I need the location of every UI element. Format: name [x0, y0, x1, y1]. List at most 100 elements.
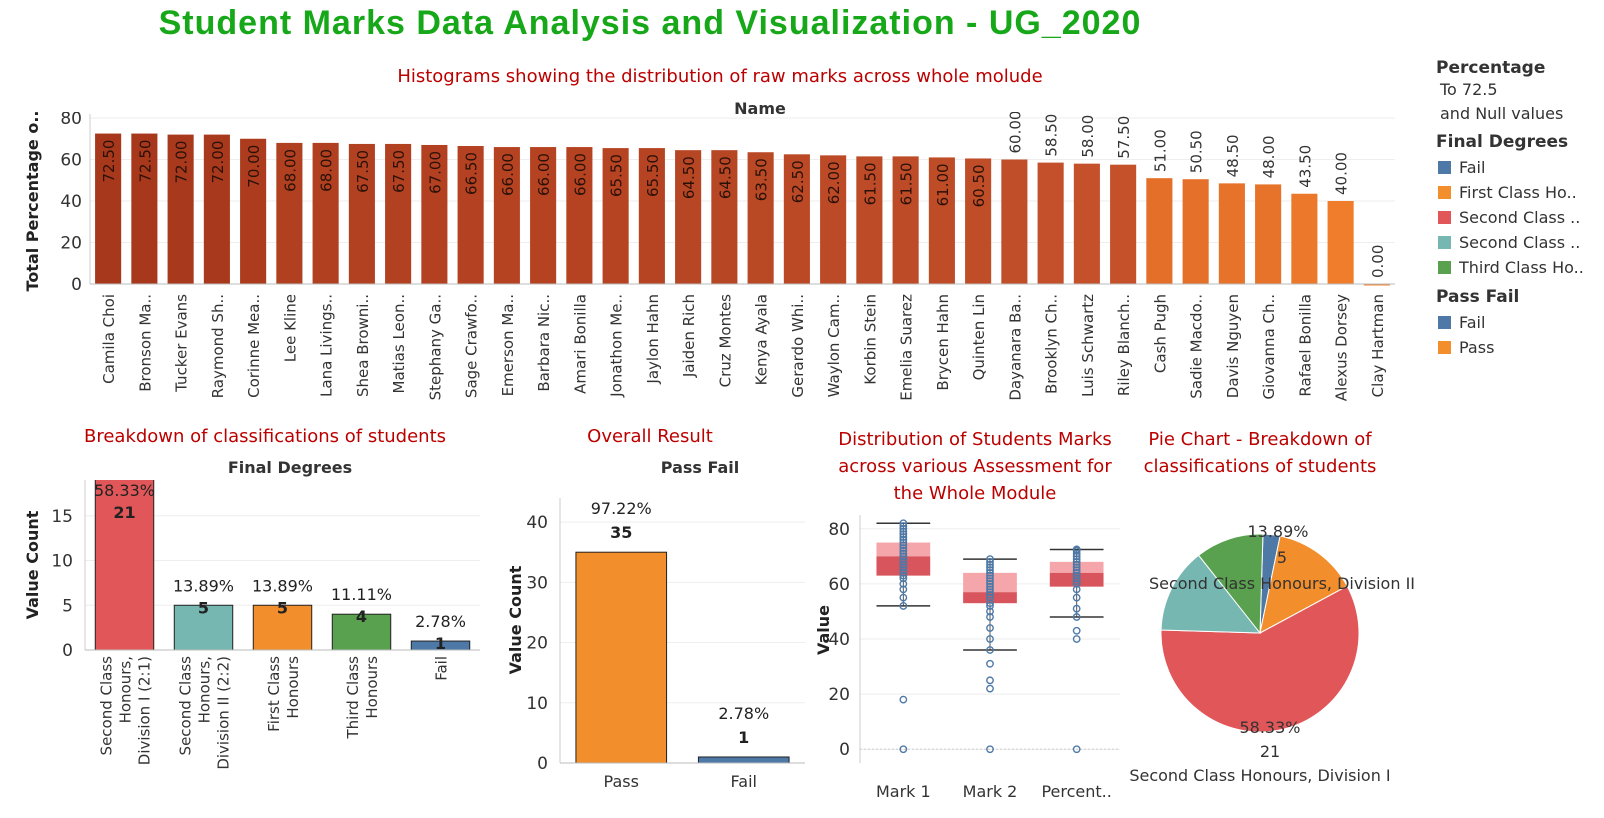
legend-item[interactable]: Pass: [1438, 338, 1604, 357]
histogram-value-label: 60.00: [1006, 112, 1024, 154]
breakdown-category-label: Honours,: [117, 656, 135, 723]
histogram-bar: [1110, 164, 1137, 284]
histogram-bar: [530, 147, 557, 284]
data-point: [1072, 593, 1081, 602]
pie-count-label: 5: [1277, 548, 1287, 567]
legend-item[interactable]: Fail: [1438, 158, 1604, 177]
data-point: [986, 591, 994, 599]
pie-title-line: classifications of students: [1143, 456, 1377, 477]
pie-percent-label: 13.89%: [1247, 522, 1308, 541]
data-point: [986, 563, 994, 572]
data-point: [986, 557, 994, 566]
data-point: [899, 552, 908, 561]
legend-item[interactable]: First Class Ho..: [1438, 183, 1604, 202]
breakdown-category-label: Division II (2:2): [215, 656, 233, 770]
histogram-category-label: Kenya Ayala: [753, 294, 771, 385]
legend-swatch: [1438, 211, 1451, 224]
histogram-value-label: 67.50: [390, 150, 408, 193]
legend-item[interactable]: Second Class ..: [1438, 208, 1604, 227]
data-point: [899, 602, 908, 610]
data-point: [986, 635, 994, 643]
data-point: [899, 546, 908, 555]
legend-final-degrees-title: Final Degrees: [1436, 132, 1569, 152]
overall-percent-label: 2.78%: [718, 704, 769, 723]
data-point: [986, 646, 994, 654]
data-point: [986, 579, 994, 588]
boxplot-chart: 0 20 40 60 80 Value Mark 1 Mark 2 Percent..: [815, 515, 1120, 801]
legend-percentage-line: and Null values: [1440, 104, 1564, 123]
legend-swatch: [1438, 316, 1451, 329]
data-point: [986, 560, 994, 569]
legend-item[interactable]: Fail: [1438, 313, 1604, 332]
data-point: [986, 571, 994, 580]
data-point: [899, 555, 908, 563]
breakdown-category-label: Second Class: [98, 656, 116, 756]
legend-percentage-line: To 72.5: [1440, 80, 1498, 99]
data-point: [986, 602, 994, 610]
data-point: [1072, 568, 1081, 577]
histogram-value-label: 50.50: [1188, 130, 1206, 173]
histogram-category-label: Sage Crawfo..: [463, 294, 481, 398]
histogram-bar: [566, 147, 593, 284]
y-tick-label: 10: [526, 694, 548, 714]
overall-count-label: 35: [610, 523, 632, 542]
pie-percent-label: 58.33%: [1239, 718, 1300, 737]
data-point: [899, 522, 908, 530]
data-point: [899, 538, 908, 547]
breakdown-count-label: 1: [435, 634, 446, 653]
data-point: [899, 563, 908, 572]
data-point: [986, 659, 994, 668]
y-axis-label: Value Count: [506, 565, 525, 674]
data-point: [986, 582, 994, 591]
breakdown-count-label: 21: [113, 503, 135, 522]
y-tick-label: 40: [60, 192, 82, 212]
y-axis-label: Value: [815, 605, 833, 655]
histogram-category-label: Emelia Suarez: [898, 294, 916, 401]
boxplot-title-line: the Whole Module: [893, 483, 1057, 504]
histogram-bar: [385, 143, 412, 284]
pie-slice: [1197, 533, 1264, 635]
data-point: [986, 745, 994, 754]
histogram-bar: [203, 134, 230, 284]
legend-item[interactable]: Second Class ..: [1438, 233, 1604, 252]
data-point: [1072, 571, 1081, 580]
overall-result-title: Overall Result: [587, 426, 713, 447]
data-point: [1072, 574, 1081, 583]
histogram-value-label: 57.50: [1115, 116, 1133, 159]
y-tick-label: 60: [828, 575, 850, 595]
histogram-category-label: Dayanara Ba..: [1006, 294, 1024, 401]
histogram-bar: [928, 157, 955, 284]
histogram-bar: [457, 146, 484, 284]
data-point: [899, 593, 908, 602]
breakdown-percent-label: 13.89%: [252, 576, 313, 595]
histogram-category-label: Barbara Nic..: [535, 294, 553, 392]
data-point: [986, 585, 994, 594]
legend-label: Fail: [1459, 158, 1486, 177]
breakdown-category-label: Honours,: [196, 656, 214, 723]
histogram-bar: [131, 133, 158, 284]
overall-bar: [697, 756, 790, 764]
breakdown-percent-label: 2.78%: [415, 612, 466, 631]
data-point: [986, 577, 994, 586]
data-point: [986, 574, 994, 583]
overall-result-chart: 0 10 20 30 40 Value Count 97.22% 35 Pass 2.78% 1 Fa…: [506, 498, 805, 791]
boxplot-title: Distribution of Students Marks across va…: [815, 426, 1135, 507]
data-point: [1072, 557, 1081, 566]
legend-item[interactable]: Third Class Ho..: [1438, 258, 1604, 277]
legend-label: Third Class Ho..: [1459, 258, 1584, 277]
data-point: [1072, 549, 1081, 558]
data-point: [986, 568, 994, 577]
histogram-value-label: 60.50: [970, 164, 988, 207]
histogram-category-label: Tucker Evans: [173, 294, 191, 393]
y-tick-label: 0: [62, 641, 73, 661]
breakdown-count-label: 4: [356, 607, 367, 626]
data-point: [986, 607, 994, 616]
legend-swatch: [1438, 261, 1451, 274]
legend-panel: Percentage To 72.5 and Null values Final…: [1436, 58, 1604, 357]
breakdown-bar: [94, 480, 155, 651]
histogram-value-label: 58.50: [1043, 114, 1061, 157]
legend-pass-fail-list: Fail Pass: [1436, 313, 1604, 357]
breakdown-category-label: Honours: [363, 656, 381, 719]
data-point: [986, 676, 994, 685]
histogram-bar: [965, 158, 992, 284]
